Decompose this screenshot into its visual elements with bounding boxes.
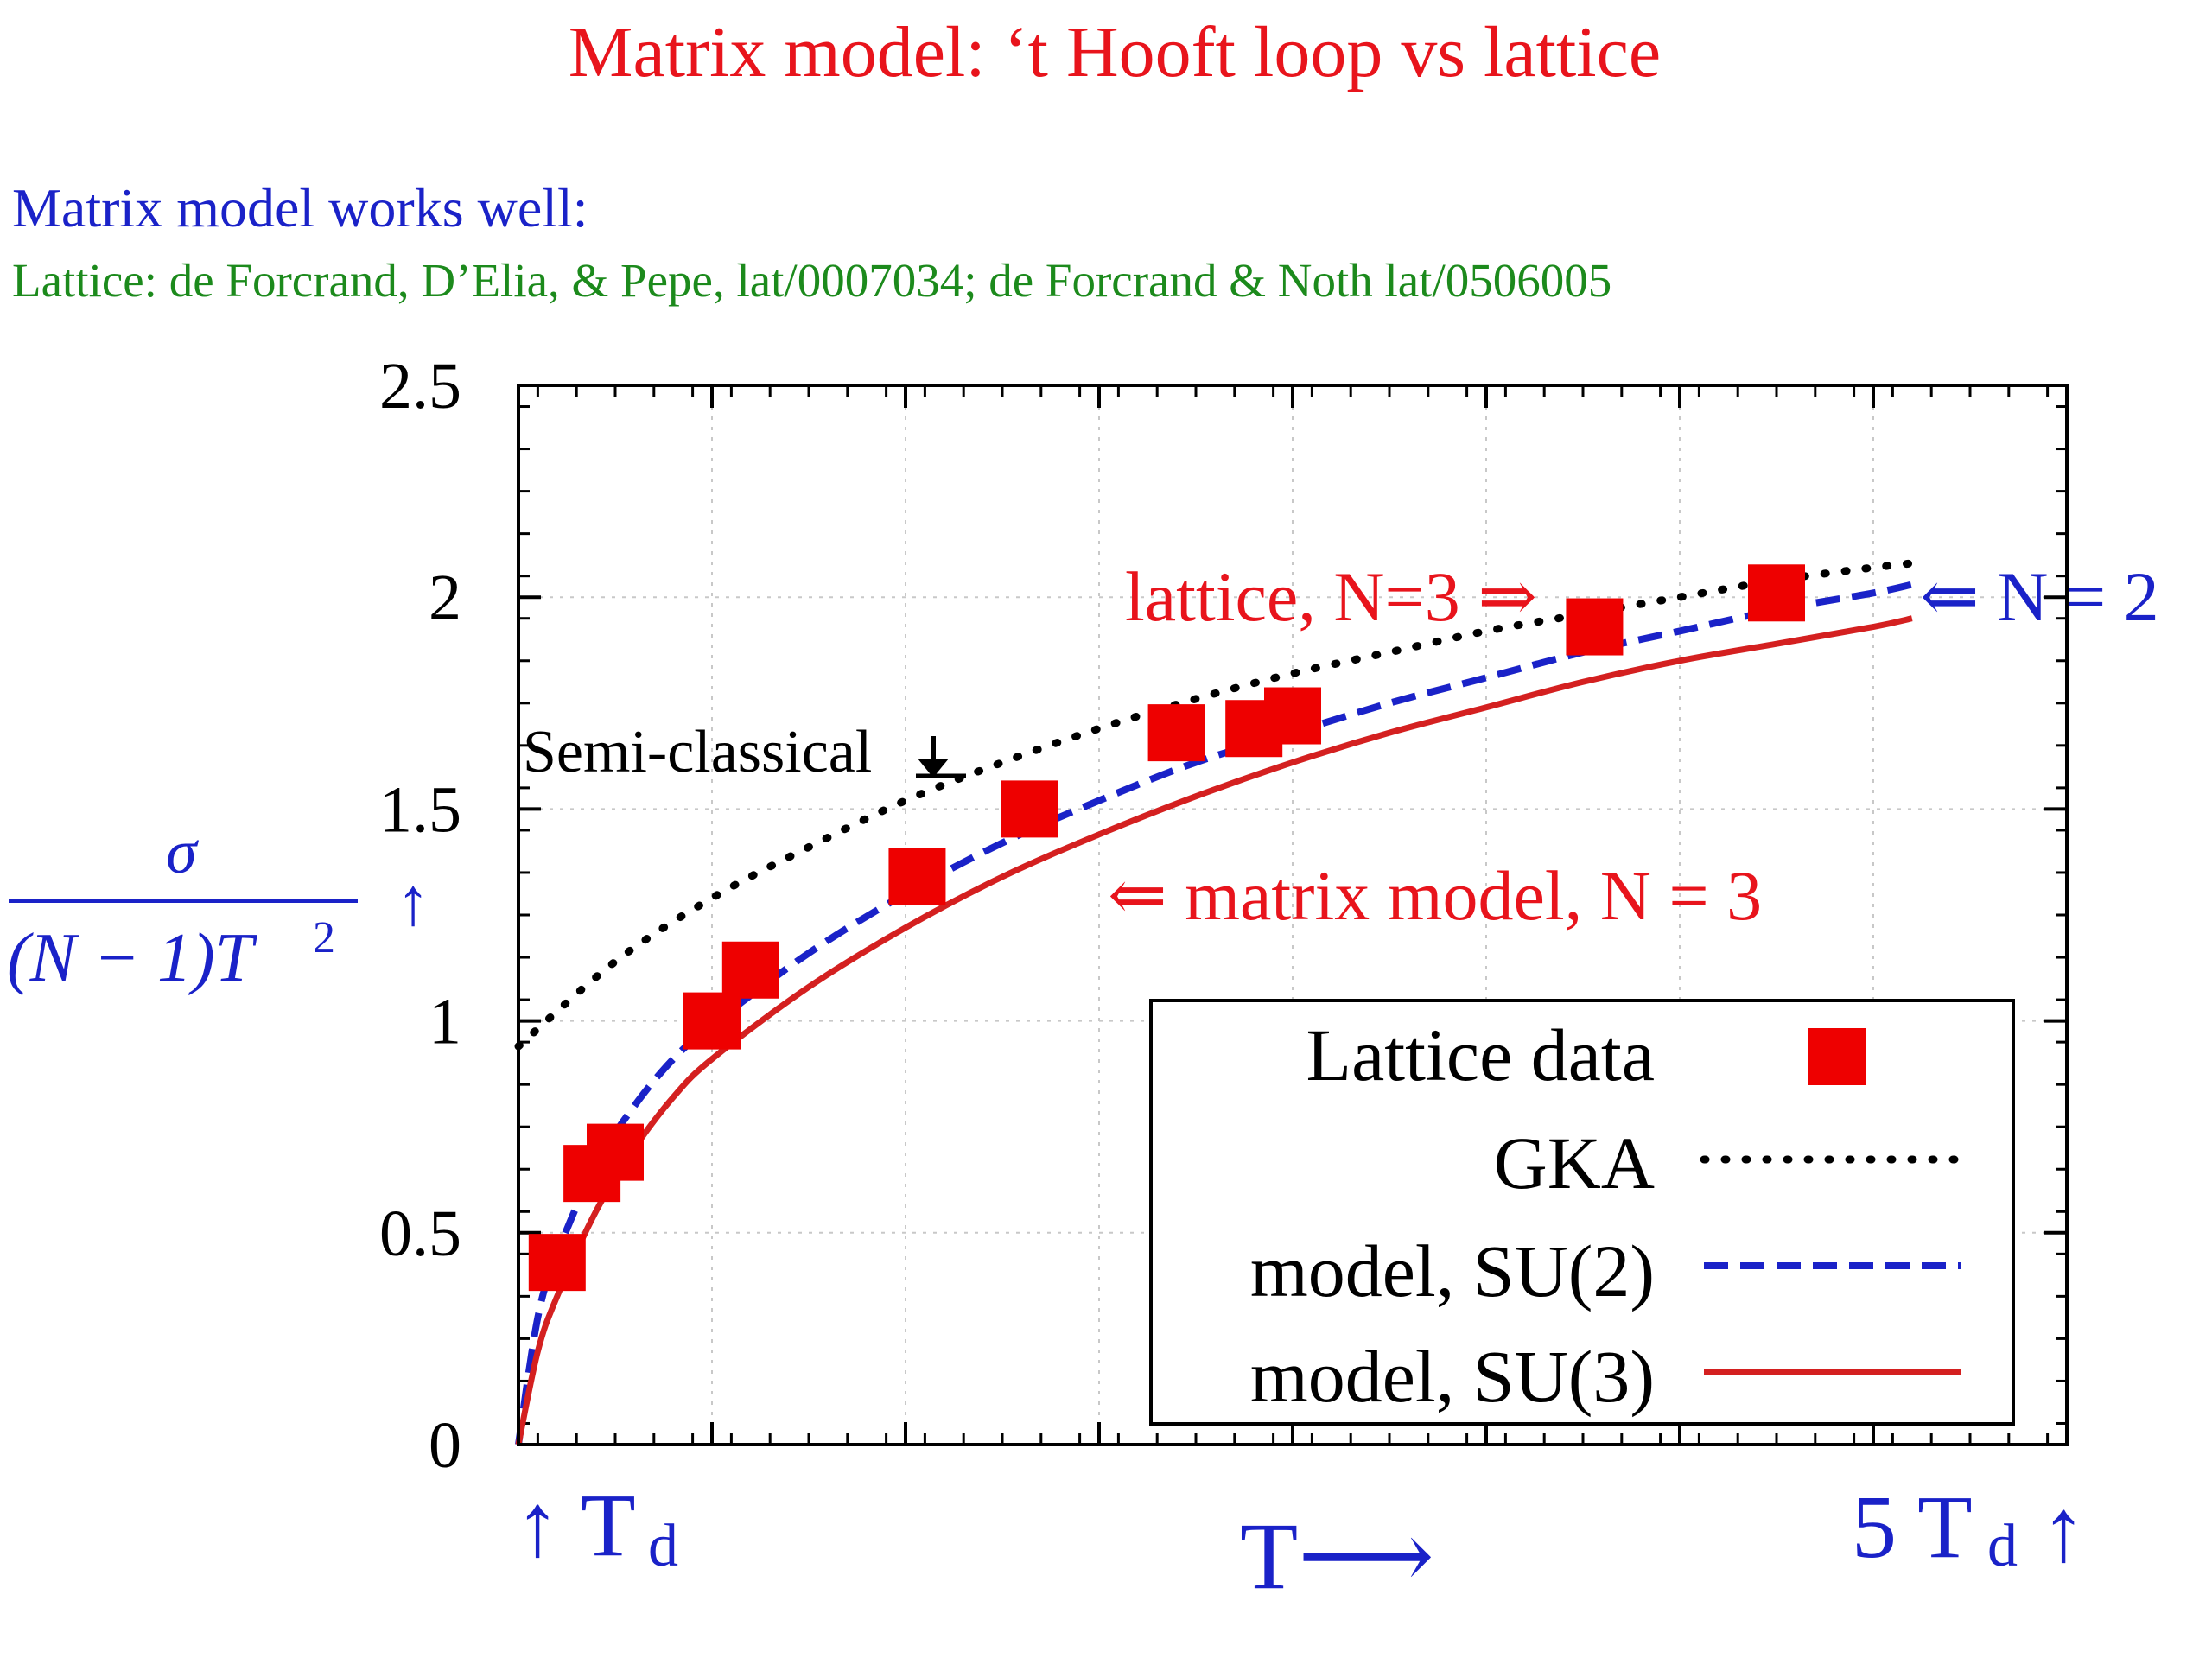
legend-label-su3: model, SU(3) <box>1250 1335 1655 1418</box>
y-label-denominator: (N − 1)T <box>7 920 258 996</box>
x-label-center: T⟶ <box>1240 1503 1434 1609</box>
legend-label-su2: model, SU(2) <box>1250 1229 1655 1312</box>
lattice-point-10 <box>1566 598 1624 656</box>
axis-ticks <box>517 384 2069 1446</box>
legend-swatch-lattice <box>1808 1028 1866 1085</box>
reference-line: Lattice: de Forcrand, D’Elia, & Pepe, la… <box>12 254 1611 307</box>
plot-frame <box>517 384 2069 1446</box>
lattice-points <box>528 564 1805 1292</box>
y-tick-label-5: 2.5 <box>379 350 461 422</box>
lattice-point-6 <box>1001 780 1058 838</box>
y-label-numerator: σ <box>166 817 199 886</box>
y-label-exponent: 2 <box>313 913 335 962</box>
y-tick-label-0: 0 <box>429 1409 461 1482</box>
grid-lines <box>518 385 2067 1445</box>
x-label-right: 5 T <box>1852 1477 1973 1577</box>
annotation-matrix-n3: ⇐ matrix model, N = 3 <box>1108 856 1762 935</box>
y-label-up-arrow: ↑ <box>397 864 430 939</box>
x-label-right-arrow: ↑ <box>2041 1481 2086 1580</box>
x-label-left: ↑ T <box>515 1476 636 1575</box>
y-axis-label: σ (N − 1)T 2 ↑ <box>7 817 430 996</box>
plot-area: 0 0.5 1 1.5 2 2.5 <box>379 350 2069 1482</box>
x-label-right-subscript: d <box>1987 1513 2018 1579</box>
slide-title: Matrix model: ‘t Hooft loop vs lattice <box>569 12 1661 92</box>
annotation-n2: ⇐ N = 2 <box>1920 557 2159 636</box>
legend-box <box>1149 999 2015 1426</box>
annotation-semi-classical: Semi-classical <box>523 719 872 785</box>
lattice-point-9 <box>1264 687 1321 745</box>
y-tick-label-3: 1.5 <box>379 773 461 846</box>
series-line-1 <box>514 559 1916 1051</box>
lattice-point-11 <box>1748 564 1805 622</box>
annotation-lattice-n3: lattice, N=3 ⇒ <box>1125 557 1537 636</box>
lattice-point-3 <box>683 992 741 1050</box>
legend: Lattice data GKA model, SU(2) model, SU(… <box>1149 999 2015 1426</box>
slide-subtitle: Matrix model works well: <box>12 177 588 238</box>
lattice-point-7 <box>1147 704 1205 762</box>
down-arrow-icon <box>916 736 966 778</box>
legend-label-gka: GKA <box>1494 1121 1655 1204</box>
y-tick-label-1: 0.5 <box>379 1197 461 1270</box>
y-tick-label-2: 1 <box>429 986 461 1058</box>
lattice-point-0 <box>528 1234 586 1292</box>
legend-label-lattice: Lattice data <box>1306 1013 1655 1096</box>
y-tick-labels: 0 0.5 1 1.5 2 2.5 <box>379 350 461 1482</box>
lattice-point-4 <box>721 941 779 999</box>
y-tick-label-4: 2 <box>429 562 461 634</box>
x-label-left-subscript: d <box>648 1513 678 1579</box>
x-axis-labels: ↑ T d T⟶ 5 T d ↑ <box>515 1476 2086 1609</box>
lattice-point-5 <box>888 848 946 905</box>
lattice-point-2 <box>587 1123 644 1181</box>
